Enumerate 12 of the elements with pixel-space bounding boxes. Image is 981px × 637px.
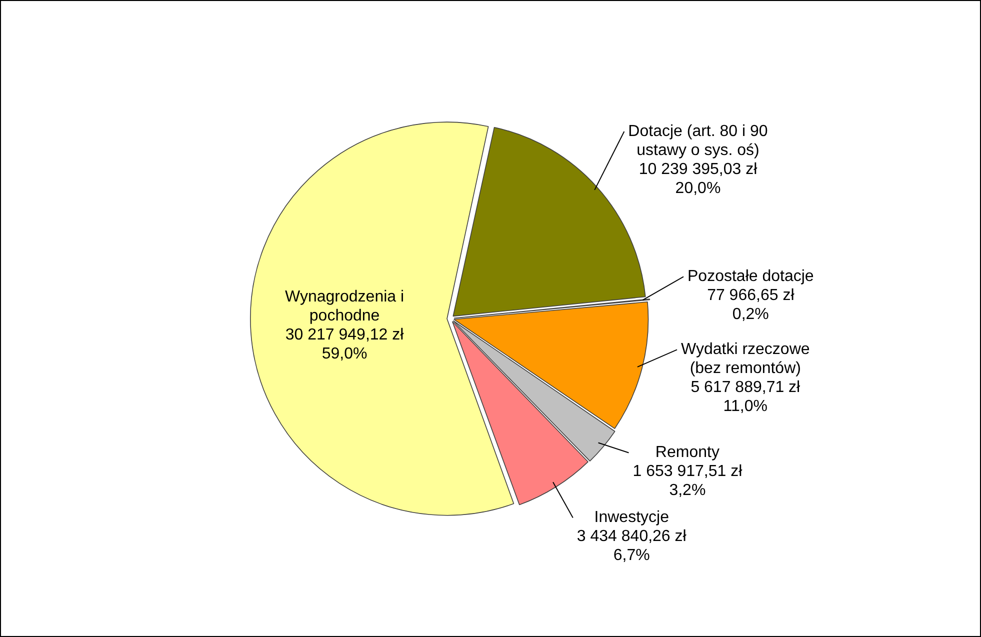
slice-label: Remonty: [655, 444, 720, 462]
data-label: 30 217 949,12 zł 59,0%: [285, 326, 404, 363]
slice-label: Pozostałe dotacje: [688, 268, 814, 286]
data-label: 77 966,65 zł 0,2%: [707, 287, 795, 324]
data-label: 1 653 917,51 zł 3,2%: [632, 463, 743, 500]
slice-label: Wydatki rzeczowe (bez remontów): [681, 341, 810, 378]
data-label: 5 617 889,71 zł 11,0%: [690, 379, 801, 416]
slice-label: Wynagrodzenia i pochodne: [285, 288, 404, 325]
slice-label: Inwestycje: [594, 509, 670, 526]
slice-label: Dotacje (art. 80 i 90 ustawy o sys. oś): [628, 122, 768, 159]
data-label: 3 434 840,26 zł 6,7%: [576, 528, 687, 564]
data-label: 10 239 395,03 zł 20,0%: [638, 160, 758, 197]
